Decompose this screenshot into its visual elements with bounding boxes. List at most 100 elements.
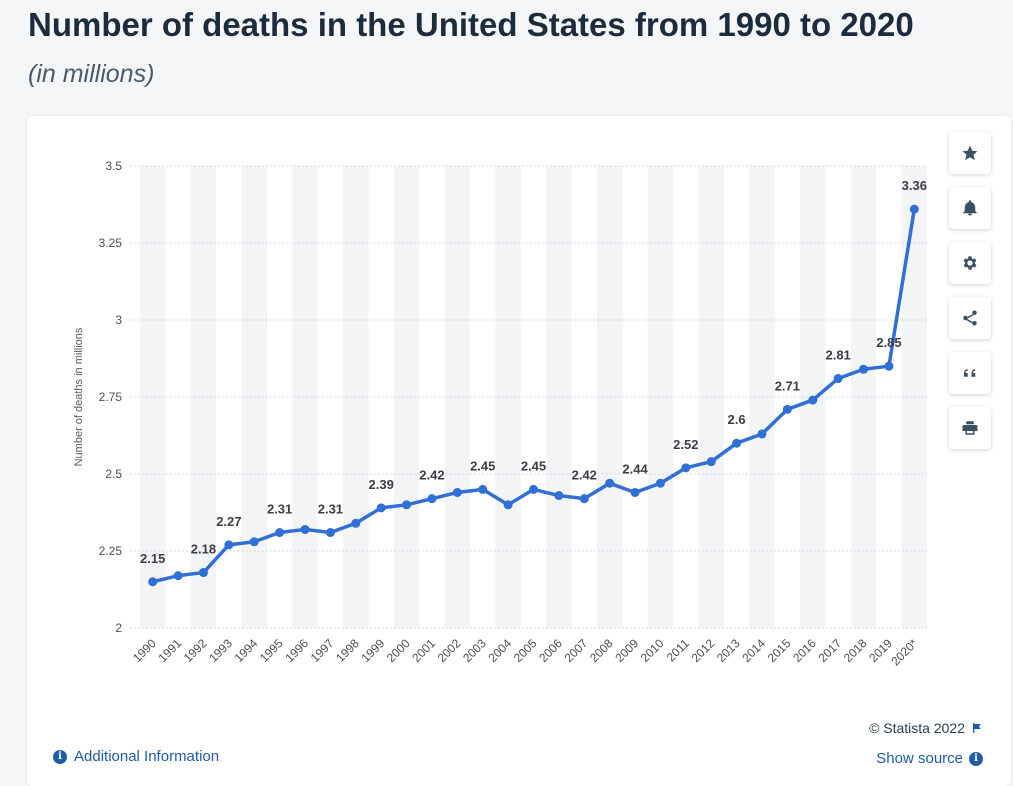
data-point [808, 395, 818, 405]
x-tick-label: 1991 [155, 636, 184, 665]
data-label: 2.71 [775, 378, 800, 393]
star-icon [962, 145, 978, 161]
data-label: 2.6 [728, 412, 746, 427]
data-point [782, 404, 792, 414]
data-point [833, 374, 843, 384]
x-tick-label: 1999 [359, 636, 388, 665]
data-label: 2.31 [318, 502, 343, 517]
bell-icon [963, 200, 977, 216]
page-subtitle: (in millions) [28, 60, 155, 88]
data-label: 2.39 [369, 477, 394, 492]
data-point [732, 438, 742, 448]
x-tick-label: 1993 [206, 636, 235, 665]
x-tick-label: 2003 [460, 636, 489, 665]
x-tick-label: 1994 [232, 636, 261, 665]
data-point [554, 491, 564, 501]
y-tick-label: 2.75 [99, 390, 123, 404]
y-tick-label: 3.5 [105, 159, 122, 173]
x-tick-label: 2016 [790, 636, 819, 665]
x-tick-label: 2008 [587, 636, 616, 665]
x-tick-label: 2005 [511, 636, 540, 665]
additional-information-label: Additional Information [74, 748, 220, 765]
x-tick-label: 2006 [536, 636, 565, 665]
x-tick-label: 2004 [485, 636, 514, 665]
data-point [605, 478, 615, 488]
data-label: 2.42 [572, 468, 597, 483]
x-tick-label: 2001 [409, 636, 438, 665]
x-tick-label: 1996 [282, 636, 311, 665]
data-point [909, 204, 919, 214]
favorite-button[interactable] [949, 132, 991, 174]
data-label: 2.18 [191, 542, 216, 557]
data-label: 2.52 [673, 437, 698, 452]
data-label: 2.42 [419, 468, 444, 483]
quote-icon [964, 369, 976, 377]
x-tick-label: 2020* [888, 636, 920, 668]
data-point [300, 524, 310, 534]
data-label: 3.36 [902, 178, 927, 193]
line-chart: 2 2.25 2.5 2.75 3 3.25 3.5 Number of deaths in … [73, 159, 927, 668]
y-axis-label: Number of deaths in millions [73, 327, 85, 466]
data-point [402, 500, 412, 510]
x-tick-label: 1997 [308, 636, 337, 665]
column-band [140, 166, 166, 628]
x-tick-label: 2017 [815, 636, 844, 665]
x-tick-label: 1998 [333, 636, 362, 665]
column-band [292, 166, 318, 628]
data-point [681, 463, 691, 473]
data-point [249, 537, 259, 547]
x-tick-label: 2018 [841, 636, 870, 665]
print-icon [962, 421, 978, 435]
data-label: 2.45 [470, 458, 495, 473]
data-label: 2.45 [521, 458, 546, 473]
y-tick-label: 2.5 [105, 467, 122, 481]
data-point [529, 484, 538, 494]
chart-card: 2 2.25 2.5 2.75 3 3.25 3.5 Number of deaths in … [27, 116, 1011, 786]
data-point [630, 487, 640, 497]
print-button[interactable] [949, 407, 991, 449]
notification-button[interactable] [949, 187, 991, 229]
x-tick-label: 2007 [562, 636, 591, 665]
y-tick-label: 2 [115, 621, 122, 635]
additional-information-link[interactable]: i Additional Information [53, 748, 219, 765]
x-tick-label: 2015 [765, 636, 794, 665]
settings-button[interactable] [949, 242, 991, 284]
column-band [444, 166, 471, 628]
y-tick-label: 3 [115, 313, 122, 327]
data-label: 2.15 [140, 551, 165, 566]
x-tick-label: 1992 [181, 636, 210, 665]
x-tick-label: 2002 [435, 636, 464, 665]
show-source-label: Show source [876, 750, 963, 767]
data-point [859, 364, 869, 374]
data-point [198, 568, 208, 578]
data-point [427, 494, 437, 504]
data-point [757, 429, 767, 439]
show-source-link[interactable]: Show source i [876, 750, 983, 767]
share-button[interactable] [949, 297, 991, 339]
data-point [579, 494, 589, 504]
data-point [655, 478, 665, 488]
data-label: 2.81 [825, 348, 850, 363]
x-tick-label: 2011 [664, 636, 692, 664]
data-point [706, 457, 716, 467]
x-tick-label: 2013 [714, 636, 743, 665]
data-point [503, 500, 513, 510]
x-tick-label: 2012 [689, 636, 718, 665]
x-tick-label: 2014 [739, 636, 768, 665]
data-label: 2.85 [876, 335, 901, 350]
share-icon [963, 310, 977, 326]
cite-button[interactable] [949, 352, 991, 394]
x-tick-label: 1990 [130, 636, 159, 665]
column-band [647, 166, 674, 628]
page-title: Number of deaths in the United States fr… [28, 6, 914, 43]
data-point [224, 540, 234, 550]
credit-text: © Statista 2022 [869, 720, 965, 736]
x-tick-label: 2010 [638, 636, 667, 665]
data-label: 2.44 [622, 461, 648, 476]
data-point [351, 518, 361, 528]
info-icon: i [53, 749, 67, 764]
column-band [495, 166, 521, 628]
x-tick-label: 1995 [257, 636, 286, 665]
data-point [478, 484, 488, 494]
gear-icon [963, 256, 977, 270]
